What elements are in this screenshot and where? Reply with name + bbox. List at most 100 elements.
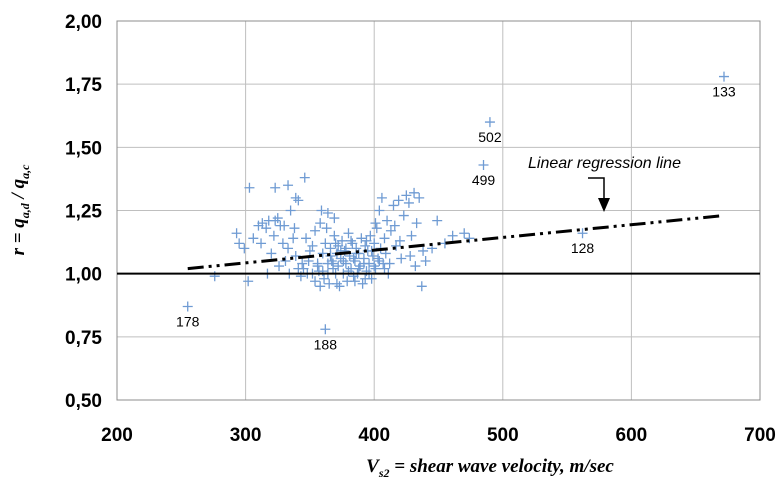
data-point [274,261,285,272]
data-point [293,195,304,206]
data-point [394,235,405,246]
y-axis-title: r = qa,d / qa,c [8,164,32,256]
data-point [374,205,385,216]
data-point [484,117,495,128]
data-point [333,240,344,251]
data-point [290,250,301,261]
data-markers [182,71,729,335]
data-point [356,233,367,244]
data-point [420,256,431,267]
data-point [310,276,321,287]
data-point [405,250,416,261]
point-label-128: 128 [571,240,595,256]
data-point [409,187,420,198]
data-point [315,281,326,292]
data-point [340,258,351,269]
data-point [248,233,259,244]
data-point [322,208,333,219]
data-point [337,235,348,246]
data-point [379,263,390,274]
data-point [478,160,489,171]
data-point [384,258,395,269]
data-point [388,200,399,211]
x-tick-label: 200 [101,425,133,446]
data-point [577,228,588,239]
data-point [361,235,372,246]
data-point [257,218,268,229]
data-point [320,238,331,249]
data-point [320,324,331,335]
data-point [256,238,267,249]
data-point [411,218,422,229]
data-point [283,243,294,254]
y-tick-label: 0,75 [65,328,102,349]
data-point [459,228,470,239]
data-point [182,301,193,312]
data-point [357,278,368,289]
data-point [315,218,326,229]
data-point [301,233,312,244]
y-tick-label: 1,25 [65,202,102,223]
data-point [365,230,376,241]
data-point [418,245,429,256]
data-point [280,256,291,267]
x-tick-label: 600 [616,425,648,446]
data-point [718,71,729,82]
data-point [231,228,242,239]
x-tick-label: 300 [230,425,262,446]
data-point [272,213,283,224]
point-labels: 133 502 499 128 178 188 [176,84,736,353]
data-point [414,192,425,203]
data-point [268,230,279,241]
data-point [447,230,458,241]
data-point [234,238,245,249]
point-label-188: 188 [314,336,338,352]
data-point [297,258,308,269]
data-point [360,273,371,284]
data-point [373,253,384,264]
data-point [432,215,443,226]
data-point [283,180,294,191]
data-point [367,250,378,261]
data-point [266,248,277,259]
data-point [370,218,381,229]
data-point [331,278,342,289]
data-point [279,220,290,231]
data-point [239,243,250,254]
y-tick-label: 0,50 [65,391,102,412]
data-point [329,230,340,241]
data-point [270,215,281,226]
data-point [385,225,396,236]
y-tick-label: 1,50 [65,138,102,159]
data-point [343,228,354,239]
data-point [288,233,299,244]
data-point [351,248,362,259]
x-axis-title: Vs2 = shear wave velocity, m/sec [366,456,614,480]
data-point [298,263,309,274]
data-point [376,192,387,203]
data-point [285,205,296,216]
data-point [371,223,382,234]
point-label-502: 502 [478,129,502,145]
data-point [353,263,364,274]
data-point [358,258,369,269]
data-point [349,256,360,267]
data-point [389,220,400,231]
plot-area-frame [116,20,761,401]
point-label-499: 499 [472,172,496,188]
data-point [334,281,345,292]
data-point [326,256,337,267]
data-point [369,238,380,249]
data-point [312,261,323,272]
data-point [243,276,254,287]
data-point [317,248,328,259]
data-point [403,197,414,208]
data-point [299,172,310,183]
annotation-arrowhead [598,198,610,212]
y-tick-label: 2,00 [65,12,102,33]
data-point [325,250,336,261]
y-tick-label: 1,75 [65,75,102,96]
data-point [347,238,358,249]
data-point [346,235,357,246]
